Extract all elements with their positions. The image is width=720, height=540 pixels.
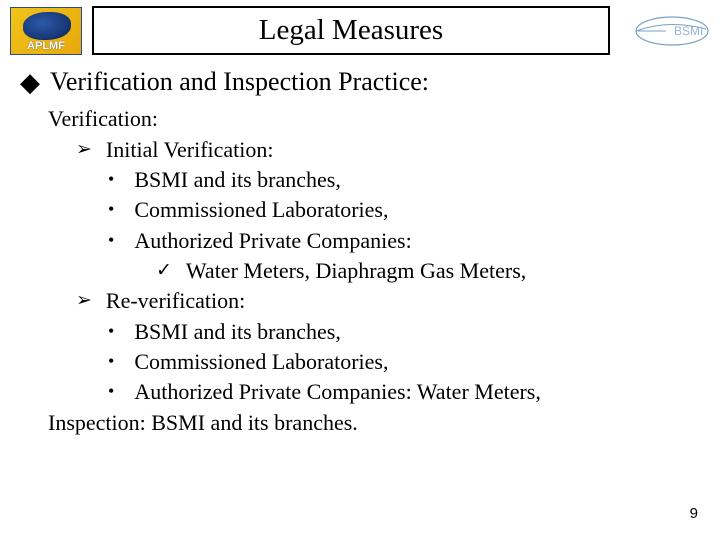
section-label: Re-verification: — [106, 286, 245, 316]
slide-title: Legal Measures — [259, 14, 443, 46]
inspection-text: Inspection: BSMI and its branches. — [48, 408, 358, 438]
arrow-bullet-icon: ➢ — [76, 286, 92, 315]
main-heading-row: ◆ Verification and Inspection Practice: — [20, 67, 700, 98]
arrow-bullet-icon: ➢ — [76, 135, 92, 164]
dot-bullet-icon: • — [108, 195, 114, 224]
slide-body: ◆ Verification and Inspection Practice: … — [0, 59, 720, 438]
slide-header: APLMF Legal Measures BSMI — [0, 0, 720, 59]
dot-bullet-icon: • — [108, 377, 114, 406]
outline: Verification: ➢ Initial Verification: • … — [20, 104, 700, 438]
aplmf-logo-text: APLMF — [27, 40, 65, 52]
dot-bullet-icon: • — [108, 347, 114, 376]
section-label: Initial Verification: — [106, 135, 274, 165]
item-text: Authorized Private Companies: Water Mete… — [134, 377, 541, 407]
item-row: • Authorized Private Companies: Water Me… — [48, 377, 700, 407]
verification-heading-row: Verification: — [48, 104, 700, 134]
page-number: 9 — [690, 505, 698, 522]
bsmi-logo-text: BSMI — [674, 24, 703, 38]
item-text: BSMI and its branches, — [134, 317, 341, 347]
item-text: Authorized Private Companies: — [134, 226, 411, 256]
diamond-bullet-icon: ◆ — [20, 67, 40, 98]
item-row: • Commissioned Laboratories, — [48, 195, 700, 225]
main-heading: Verification and Inspection Practice: — [50, 67, 429, 97]
bsmi-logo: BSMI — [628, 11, 710, 51]
dot-bullet-icon: • — [108, 165, 114, 194]
check-bullet-icon: ✓ — [156, 256, 172, 285]
item-row: • BSMI and its branches, — [48, 165, 700, 195]
subitem-text: Water Meters, Diaphragm Gas Meters, — [186, 256, 526, 286]
section-row: ➢ Re-verification: — [48, 286, 700, 316]
item-text: Commissioned Laboratories, — [134, 347, 388, 377]
dot-bullet-icon: • — [108, 226, 114, 255]
dot-bullet-icon: • — [108, 317, 114, 346]
item-row: • Commissioned Laboratories, — [48, 347, 700, 377]
item-text: Commissioned Laboratories, — [134, 195, 388, 225]
inspection-row: Inspection: BSMI and its branches. — [48, 408, 700, 438]
item-row: • Authorized Private Companies: — [48, 226, 700, 256]
aplmf-logo: APLMF — [10, 7, 82, 55]
slide-title-box: Legal Measures — [92, 6, 610, 55]
verification-heading: Verification: — [48, 104, 158, 134]
section-row: ➢ Initial Verification: — [48, 135, 700, 165]
item-text: BSMI and its branches, — [134, 165, 341, 195]
subitem-row: ✓ Water Meters, Diaphragm Gas Meters, — [48, 256, 700, 286]
item-row: • BSMI and its branches, — [48, 317, 700, 347]
